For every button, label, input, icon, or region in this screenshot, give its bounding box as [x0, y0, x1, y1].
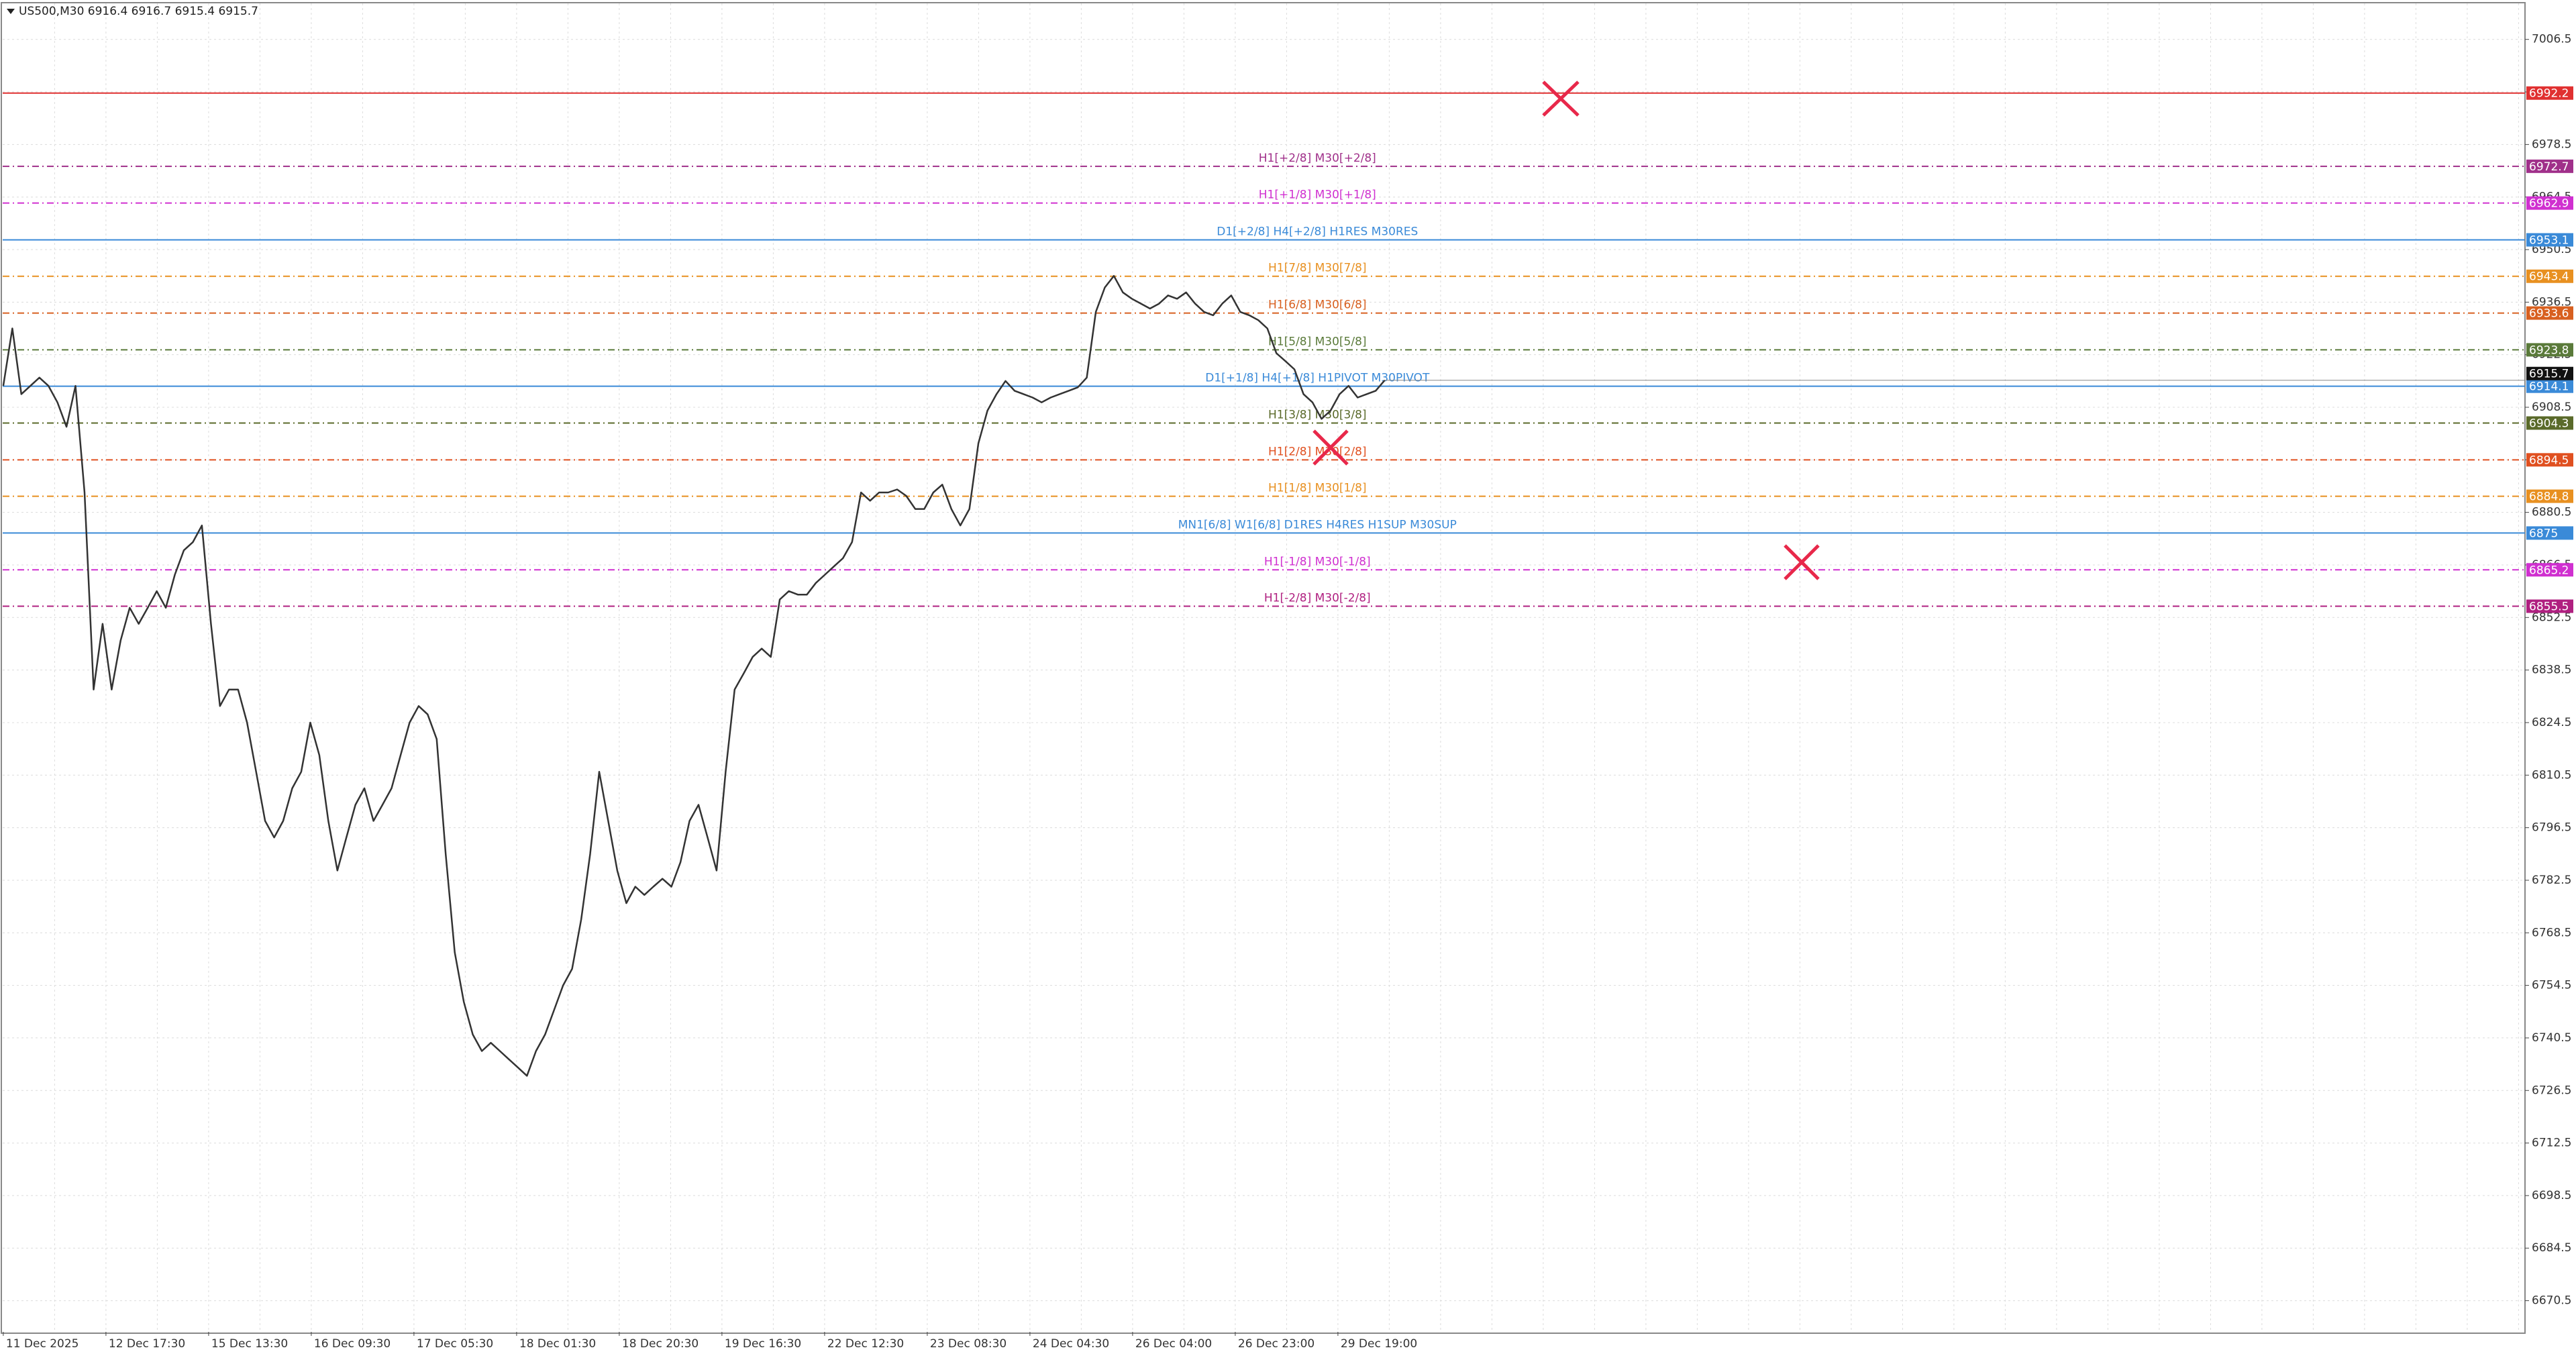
price-tag [2526, 343, 2573, 357]
level-label: H1[3/8] M30[3/8] [1268, 408, 1367, 421]
last-price-tag [2526, 366, 2573, 380]
y-tick-label: 6712.5 [2532, 1137, 2571, 1150]
price-tag-label: 6953.1 [2529, 233, 2569, 247]
y-tick-label: 6978.5 [2532, 138, 2571, 151]
y-tick-label: 6782.5 [2532, 874, 2571, 887]
level-label: H1[1/8] M30[1/8] [1268, 482, 1367, 495]
price-tag [2526, 233, 2573, 247]
price-tag [2526, 453, 2573, 467]
level-label: D1[+2/8] H4[+2/8] H1RES M30RES [1217, 225, 1418, 238]
price-tag-label: 6933.6 [2529, 307, 2569, 321]
y-tick-label: 6880.5 [2532, 506, 2571, 519]
price-tag [2526, 526, 2573, 540]
level-label: H1[2/8] M30[2/8] [1268, 445, 1367, 458]
level-label: D1[+1/8] H4[+1/8] H1PIVOT M30PIVOT [1205, 372, 1430, 385]
x-tick-label: 19 Dec 16:30 [725, 1337, 801, 1351]
y-tick-label: 7006.5 [2532, 33, 2571, 46]
price-tag [2526, 306, 2573, 320]
price-tag-label: 6875 [2529, 527, 2558, 540]
price-tag [2526, 489, 2573, 503]
level-label: H1[5/8] M30[5/8] [1268, 335, 1367, 348]
level-label: H1[-2/8] M30[-2/8] [1264, 592, 1371, 605]
y-tick-label: 6754.5 [2532, 979, 2571, 992]
price-tag-label: 6884.8 [2529, 490, 2569, 504]
y-tick-label: 6684.5 [2532, 1241, 2571, 1255]
level-label: MN1[6/8] W1[6/8] D1RES H4RES H1SUP M30SU… [1178, 518, 1457, 531]
level-label: H1[6/8] M30[6/8] [1268, 299, 1367, 312]
price-tag [2526, 416, 2573, 430]
y-tick-label: 6936.5 [2532, 295, 2571, 309]
y-tick-label: 6698.5 [2532, 1189, 2571, 1202]
x-tick-label: 12 Dec 17:30 [109, 1337, 185, 1351]
cross-markers [1312, 81, 1820, 580]
x-tick-label: 26 Dec 23:00 [1238, 1337, 1315, 1351]
last-price-label: 6915.7 [2529, 368, 2569, 381]
price-tag [2526, 599, 2573, 613]
x-tick-label: 29 Dec 19:00 [1341, 1337, 1417, 1351]
x-tick-label: 18 Dec 20:30 [622, 1337, 699, 1351]
x-tick-label: 26 Dec 04:00 [1135, 1337, 1212, 1351]
price-tag-label: 6923.8 [2529, 344, 2569, 357]
price-tag-label: 6992.2 [2529, 87, 2569, 101]
axis: 7006.56992.56978.56964.56950.56936.56922… [3, 33, 2573, 1351]
plot-frame [1, 2, 2526, 1334]
price-tag-label: 6962.9 [2529, 197, 2569, 211]
y-tick-label: 6810.5 [2532, 768, 2571, 782]
y-tick-label: 6768.5 [2532, 926, 2571, 939]
cross-marker [1784, 544, 1820, 580]
y-tick-label: 6796.5 [2532, 821, 2571, 835]
price-tag-label: 6904.3 [2529, 417, 2569, 430]
x-tick-label: 18 Dec 01:30 [519, 1337, 596, 1351]
x-tick-label: 15 Dec 13:30 [211, 1337, 288, 1351]
x-tick-label: 24 Dec 04:30 [1033, 1337, 1109, 1351]
price-tag [2526, 159, 2573, 173]
y-tick-label: 6824.5 [2532, 716, 2571, 729]
chart-title: US500,M30 6916.4 6916.7 6915.4 6915.7 [19, 5, 258, 18]
level-label: H1[-1/8] M30[-1/8] [1264, 555, 1371, 568]
levels: H1[+2/8] M30[+2/8] H1[+1/8] M30[+1/8] D1[+… [3, 92, 2525, 607]
y-tick-label: 6838.5 [2532, 664, 2571, 677]
price-tag-label: 6972.7 [2529, 160, 2569, 174]
price-tag-label: 6855.5 [2529, 601, 2569, 614]
price-tag-label: 6943.4 [2529, 270, 2569, 284]
price-tag [2526, 269, 2573, 283]
price-line [2, 274, 1386, 1077]
price-tag [2526, 196, 2573, 210]
y-tick-label: 6740.5 [2532, 1031, 2571, 1045]
price-tag [2526, 379, 2573, 393]
price-tag-label: 6894.5 [2529, 454, 2569, 467]
x-tick-label: 16 Dec 09:30 [314, 1337, 391, 1351]
y-tick-label: 6670.5 [2532, 1294, 2571, 1308]
level-label: H1[+1/8] M30[+1/8] [1259, 189, 1376, 202]
cross-marker [1312, 429, 1349, 466]
x-tick-label: 23 Dec 08:30 [930, 1337, 1007, 1351]
y-tick-label: 6908.5 [2532, 401, 2571, 414]
y-tick-label: 6852.5 [2532, 611, 2571, 624]
x-tick-label: 11 Dec 2025 [6, 1337, 79, 1351]
level-label: H1[+2/8] M30[+2/8] [1259, 152, 1376, 165]
menu-arrow [7, 9, 15, 14]
grid [3, 3, 2525, 1332]
price-tag-label: 6865.2 [2529, 564, 2569, 577]
x-tick-label: 17 Dec 05:30 [417, 1337, 493, 1351]
price-tag-label: 6914.1 [2529, 380, 2569, 394]
cross-marker [1542, 81, 1580, 117]
price-series [2, 274, 1386, 1077]
price-tag [2526, 563, 2573, 577]
price-tag [2526, 86, 2573, 100]
level-label: H1[7/8] M30[7/8] [1268, 262, 1367, 275]
y-tick-label: 6726.5 [2532, 1084, 2571, 1097]
x-tick-label: 22 Dec 12:30 [827, 1337, 904, 1351]
